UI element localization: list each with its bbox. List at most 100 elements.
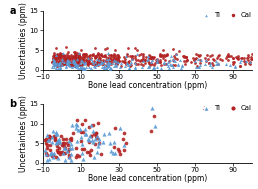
Point xyxy=(112,65,116,68)
Point xyxy=(77,58,81,61)
Point xyxy=(45,153,49,156)
Point xyxy=(87,59,91,62)
Point xyxy=(246,62,251,65)
Point xyxy=(46,138,51,141)
Point xyxy=(82,62,86,65)
Point xyxy=(96,121,100,124)
Point xyxy=(52,62,56,65)
Point xyxy=(65,58,69,61)
Point xyxy=(139,62,143,65)
Point xyxy=(208,61,212,64)
Point xyxy=(68,61,72,64)
Point xyxy=(146,66,150,69)
Point xyxy=(179,67,183,70)
Point xyxy=(50,135,54,138)
Point xyxy=(75,123,79,126)
Point xyxy=(73,62,77,65)
Point xyxy=(96,53,100,56)
Point xyxy=(204,58,208,61)
Point xyxy=(249,55,253,58)
Point xyxy=(77,54,81,57)
Point xyxy=(52,65,56,68)
Point xyxy=(62,159,67,162)
Point xyxy=(128,61,133,64)
Point xyxy=(114,62,118,65)
Point xyxy=(86,56,90,59)
Point xyxy=(63,62,68,65)
Point xyxy=(62,54,67,57)
Point xyxy=(145,59,149,62)
Point xyxy=(95,150,99,153)
Point xyxy=(171,48,175,51)
Point xyxy=(71,59,75,62)
Point xyxy=(158,55,163,58)
Point xyxy=(67,64,71,67)
X-axis label: Bone lead concentration (ppm): Bone lead concentration (ppm) xyxy=(88,81,207,90)
Point xyxy=(102,64,106,67)
Point xyxy=(167,59,172,62)
Point xyxy=(204,60,208,63)
Point xyxy=(207,62,211,65)
Point xyxy=(74,62,78,65)
Point xyxy=(220,58,224,61)
Point xyxy=(114,62,118,65)
Point xyxy=(88,53,92,57)
Point xyxy=(79,56,83,59)
Point xyxy=(205,53,209,56)
Point xyxy=(65,60,69,63)
Point xyxy=(172,60,176,63)
Point xyxy=(152,56,156,59)
Point xyxy=(50,152,54,155)
Point xyxy=(73,63,77,66)
Point xyxy=(99,61,103,64)
Point xyxy=(77,62,81,65)
Point xyxy=(248,63,252,66)
Point xyxy=(93,54,97,57)
Point xyxy=(93,57,97,60)
Point xyxy=(63,61,68,64)
Point xyxy=(64,137,68,140)
Point xyxy=(107,58,111,61)
Point xyxy=(153,62,157,65)
Point xyxy=(71,60,75,63)
Point xyxy=(88,154,92,157)
Point xyxy=(196,53,200,56)
Point xyxy=(97,60,101,63)
Point xyxy=(130,55,134,58)
Point xyxy=(58,65,62,68)
Point xyxy=(133,47,138,50)
Point xyxy=(151,57,155,60)
Point xyxy=(161,49,165,52)
Point xyxy=(106,62,110,65)
Point xyxy=(98,61,102,64)
Point xyxy=(198,54,202,57)
Point xyxy=(97,142,101,145)
Point xyxy=(80,152,84,155)
Point xyxy=(196,58,200,61)
Point xyxy=(176,64,180,67)
Point xyxy=(231,56,235,59)
Point xyxy=(53,57,57,60)
Point xyxy=(91,63,95,66)
Point xyxy=(117,65,122,68)
Point xyxy=(71,59,75,62)
Point xyxy=(55,53,59,56)
Point xyxy=(70,61,74,64)
Point xyxy=(69,136,73,139)
Y-axis label: Uncertainties (ppm): Uncertainties (ppm) xyxy=(19,2,28,79)
Point xyxy=(115,59,119,62)
Point xyxy=(58,55,62,58)
Point xyxy=(155,59,159,62)
Point xyxy=(207,61,212,64)
Point xyxy=(57,63,61,66)
Point xyxy=(150,106,154,109)
Point xyxy=(92,61,96,64)
Point xyxy=(143,61,147,64)
Point xyxy=(243,60,247,63)
Point xyxy=(73,53,77,56)
Point xyxy=(79,65,83,68)
Point xyxy=(97,58,101,61)
Point xyxy=(107,53,111,56)
Point xyxy=(82,53,86,56)
Point xyxy=(83,119,87,122)
